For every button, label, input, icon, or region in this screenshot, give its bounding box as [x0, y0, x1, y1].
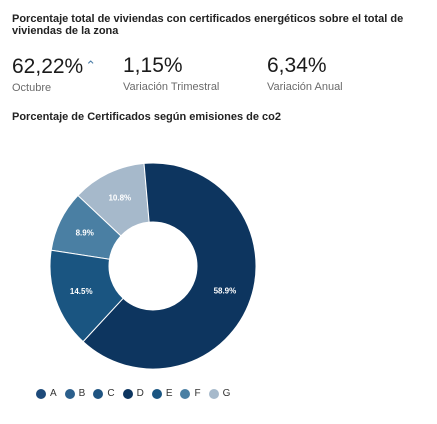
legend-label: C: [107, 388, 115, 399]
trend-up-icon: ⌃: [85, 58, 97, 73]
donut-slice-e[interactable]: [49, 249, 124, 343]
legend-item-g[interactable]: G: [208, 388, 231, 399]
legend-item-a[interactable]: A: [36, 388, 57, 399]
legend-marker-icon: [208, 388, 219, 399]
data-label-g: 10.8%: [108, 194, 131, 203]
chart-header-title: Porcentaje total de viviendas con certif…: [12, 13, 404, 37]
chart-legend: A B C D E F G: [36, 388, 238, 399]
legend-item-b[interactable]: B: [64, 388, 86, 399]
stat-octubre: 62,22% ⌃ Octubre: [12, 55, 97, 95]
legend-item-e[interactable]: E: [151, 388, 173, 399]
stat-label: Variación Anual: [267, 81, 343, 93]
legend-marker-icon: [151, 388, 162, 399]
data-label-d: 58.9%: [214, 287, 237, 296]
legend-item-c[interactable]: C: [93, 388, 115, 399]
legend-marker-icon: [93, 388, 104, 399]
legend-item-d[interactable]: D: [122, 388, 144, 399]
legend-marker-icon: [64, 388, 75, 399]
legend-label: E: [165, 388, 173, 399]
legend-marker-icon: [36, 388, 46, 399]
data-label-e: 14.5%: [70, 287, 93, 296]
stat-variacion-trimestral: 1,15% Variación Trimestral: [123, 54, 220, 94]
legend-label: F: [194, 388, 201, 399]
legend-label: A: [50, 388, 57, 399]
stat-value: 62,22%: [12, 55, 84, 78]
legend-label: B: [78, 388, 86, 399]
stat-label: Octubre: [12, 82, 52, 94]
data-label-f: 8.9%: [76, 229, 94, 238]
stat-value: 1,15%: [123, 54, 183, 77]
legend-label: G: [222, 388, 231, 399]
legend-marker-icon: [122, 388, 133, 399]
donut-slice-d[interactable]: [82, 162, 257, 370]
stat-variacion-anual: 6,34% Variación Anual: [267, 54, 343, 94]
legend-marker-icon: [180, 388, 191, 399]
legend-label: D: [136, 388, 144, 399]
stat-label: Variación Trimestral: [123, 81, 220, 93]
chart-title: Porcentaje de Certificados según emision…: [12, 111, 281, 123]
legend-item-f[interactable]: F: [180, 388, 201, 399]
stat-value: 6,34%: [267, 54, 327, 77]
